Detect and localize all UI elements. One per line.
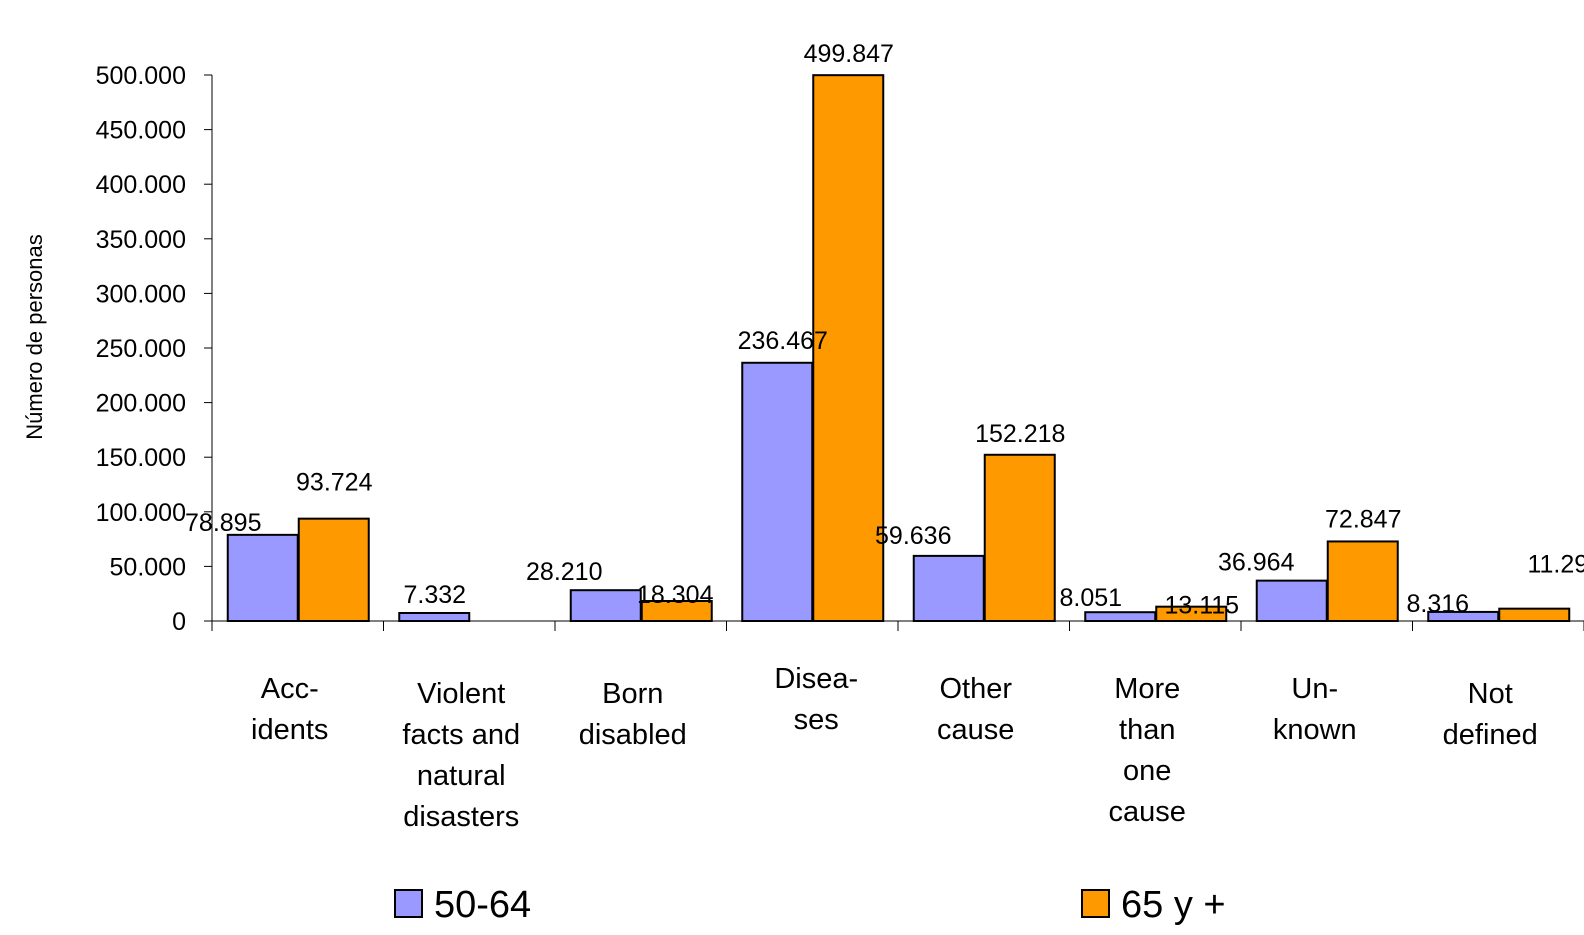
category-labels: Acc-idents Violent facts and natural disaste… (251, 663, 1538, 833)
category-label-line: natural (417, 760, 506, 792)
category-label-line: Other (939, 673, 1012, 705)
category-label-line: disabled (579, 719, 687, 751)
y-tick-label: 300.000 (96, 280, 186, 308)
bar-series1 (398, 611, 471, 623)
category-label: Disea-ses (774, 663, 858, 736)
category-label: Born disabled (579, 678, 687, 751)
bar-series2 (640, 600, 713, 622)
y-tick-label: 200.000 (96, 390, 186, 418)
category-label-line: More (1114, 673, 1180, 705)
bars (226, 74, 1571, 623)
data-label: 36.964 (1218, 549, 1295, 577)
legend: 50-64 65 y + (394, 884, 1226, 926)
bar-series2 (1498, 607, 1571, 623)
bar-series1 (912, 554, 985, 623)
legend-label: 50-64 (434, 884, 531, 926)
category-label-line: one (1123, 755, 1171, 787)
category-label: More than one cause (1109, 673, 1186, 828)
category-label: Un-known (1273, 673, 1357, 746)
y-tick-label: 100.000 (96, 499, 186, 527)
category-label: Violent facts and natural disasters (402, 678, 520, 833)
data-label: 28.210 (526, 558, 602, 586)
category-label: Acc-idents (251, 673, 328, 746)
data-label: 7.332 (403, 581, 466, 609)
bar-series1 (226, 533, 299, 623)
data-label: 152.218 (975, 420, 1065, 448)
y-tick-label: 150.000 (96, 444, 186, 472)
y-tick-label: 500.000 (96, 62, 186, 90)
bar-series2 (983, 453, 1056, 623)
y-tick-label: 0 (172, 608, 186, 636)
bar-series1 (741, 361, 814, 622)
category-label-line: facts and (402, 719, 520, 751)
y-tick-label: 50.000 (110, 553, 186, 581)
category-label-line: defined (1443, 719, 1538, 751)
bar-series2 (1326, 540, 1399, 622)
bar-series2 (1155, 605, 1228, 622)
data-label: 499.847 (804, 40, 894, 68)
legend-swatch (394, 889, 423, 918)
category-label: Not defined (1443, 678, 1538, 751)
data-labels: 78.895 93.724 7.332 28.210 18.304 236.467 499.… (185, 40, 1584, 620)
category-label-line: known (1273, 714, 1357, 746)
data-label: 78.895 (185, 509, 261, 537)
category-label-line: cause (1109, 796, 1186, 828)
y-tick-label: 450.000 (96, 117, 186, 145)
data-label: 8.316 (1406, 590, 1469, 618)
category-label-line: Violent (417, 678, 505, 710)
category-label-line: ses (794, 704, 839, 736)
y-axis-label: Número de personas (22, 234, 47, 439)
data-label: 8.051 (1059, 584, 1122, 612)
bar-series2 (812, 74, 885, 623)
y-tick-label: 400.000 (96, 171, 186, 199)
legend-swatch (1081, 889, 1110, 918)
y-tick-label: 250.000 (96, 335, 186, 363)
category-label-line: Born (602, 678, 663, 710)
data-label: 13.115 (1164, 592, 1239, 620)
bar-series1 (569, 589, 642, 623)
data-label: 11.299 (1527, 551, 1584, 579)
data-label: 72.847 (1325, 505, 1401, 533)
legend-label: 65 y + (1121, 884, 1226, 926)
category-label-line: Acc- (261, 673, 319, 705)
category-label-line: cause (937, 714, 1014, 746)
data-label: 93.724 (296, 469, 373, 497)
data-label: 18.304 (637, 581, 714, 609)
category-label-line: Not (1468, 678, 1513, 710)
category-label: Other cause (937, 673, 1014, 746)
data-label: 236.467 (738, 327, 828, 355)
category-label-line: Disea- (774, 663, 858, 695)
category-label-line: disasters (403, 801, 519, 833)
axes: 0 50.000 100.000 150.000 200.000 250.000 300.0… (96, 62, 1584, 636)
data-label: 59.636 (875, 522, 951, 550)
y-tick-label: 350.000 (96, 226, 186, 254)
bar-series1 (1084, 611, 1157, 623)
category-label-line: than (1119, 714, 1175, 746)
category-label-line: idents (251, 714, 328, 746)
bar-series1 (1255, 579, 1328, 623)
category-label-line: Un- (1291, 673, 1338, 705)
bar-series2 (297, 517, 370, 622)
